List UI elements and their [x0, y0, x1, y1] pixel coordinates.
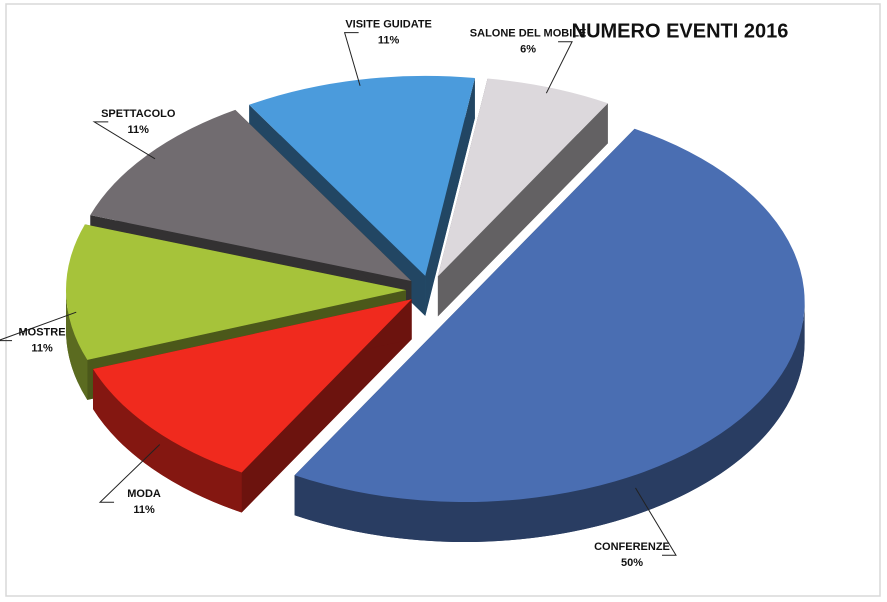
slice-value-label: 50%	[621, 557, 643, 569]
slice-label: VISITE GUIDATE	[345, 19, 432, 31]
leader-line	[545, 41, 573, 94]
slice	[90, 109, 412, 281]
slice-label: SALONE DEL MOBILE	[470, 28, 587, 40]
slice-side	[92, 369, 242, 513]
slice-side	[66, 290, 88, 400]
leader-line	[0, 311, 77, 342]
slice-value-label: 11%	[378, 35, 400, 47]
slice-label: CONFERENZE	[594, 541, 670, 553]
slice-value-label: 6%	[520, 44, 536, 56]
chart-title: NUMERO EVENTI 2016	[572, 20, 789, 42]
slice	[294, 128, 805, 502]
slice-value-label: 11%	[128, 124, 150, 136]
slice	[92, 299, 412, 473]
slice-wall	[241, 299, 412, 513]
slice	[66, 224, 407, 360]
slice	[249, 75, 475, 276]
slice-wall	[425, 78, 475, 316]
slice-label: MODA	[127, 488, 161, 500]
leader-line	[92, 121, 156, 160]
slice-label: MOSTRE	[18, 327, 65, 339]
slice-side	[294, 302, 805, 542]
slice-wall	[437, 103, 608, 317]
leader-line	[343, 32, 361, 86]
leader-line	[635, 487, 677, 556]
leader-line	[98, 444, 161, 503]
slice-value-label: 11%	[133, 504, 155, 516]
slice-label: SPETTACOLO	[101, 108, 176, 120]
slice	[437, 78, 608, 277]
slice-value-label: 11%	[31, 343, 53, 355]
